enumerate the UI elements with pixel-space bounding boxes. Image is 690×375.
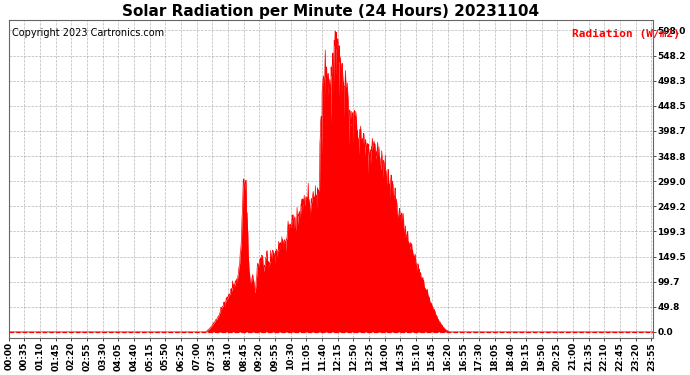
Text: Copyright 2023 Cartronics.com: Copyright 2023 Cartronics.com bbox=[12, 28, 164, 38]
Title: Solar Radiation per Minute (24 Hours) 20231104: Solar Radiation per Minute (24 Hours) 20… bbox=[122, 4, 540, 19]
Text: Radiation (W/m2): Radiation (W/m2) bbox=[571, 29, 680, 39]
